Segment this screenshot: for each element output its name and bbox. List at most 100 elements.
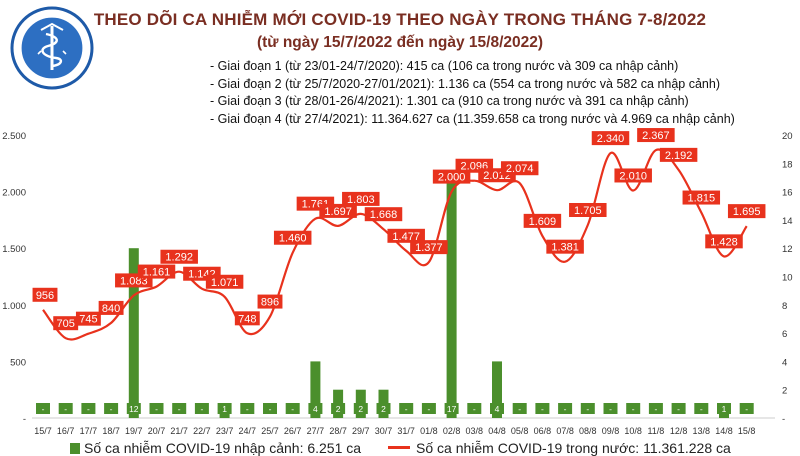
bar-value-badge [694, 403, 709, 414]
bar-value-label: 17 [447, 404, 457, 414]
line-value-badge [614, 168, 652, 183]
line-value-badge [523, 213, 562, 228]
line-value-label: 2.340 [597, 133, 625, 145]
x-axis-tick-label: 13/8 [693, 426, 711, 436]
x-axis-tick-label: 14/8 [715, 426, 733, 436]
bar-value-badge [126, 403, 141, 414]
x-axis-tick-label: 23/7 [216, 426, 234, 436]
x-axis-tick-label: 15/7 [34, 426, 52, 436]
bar-value-badge [217, 403, 232, 414]
bar-value-badge [149, 403, 164, 414]
line-value-label: 956 [36, 290, 54, 302]
line-value-label: 1.803 [347, 194, 375, 206]
bar-value-badge [58, 403, 73, 414]
line-value-label: 745 [79, 314, 97, 326]
line-value-label: 1.477 [392, 231, 420, 243]
bar-value-badge [194, 403, 209, 414]
bar-value-badge [285, 403, 300, 414]
line-value-label: 1.815 [688, 193, 716, 205]
left-axis-tick-label: 2.000 [2, 188, 26, 199]
bar-value-badge [172, 403, 187, 414]
right-axis-tick-label: 4 [782, 357, 787, 368]
line-value-badge [546, 239, 584, 254]
bar [492, 361, 502, 418]
x-axis-tick-label: 10/8 [624, 426, 642, 436]
bar-value-label: 2 [336, 404, 341, 414]
x-axis-tick-label: 06/8 [534, 426, 552, 436]
bar-value-label: - [269, 404, 272, 414]
bar-value-label: - [64, 404, 67, 414]
x-axis-tick-label: 29/7 [352, 426, 370, 436]
line-value-badge [53, 316, 79, 331]
legend-label-domestic: Số ca nhiễm COVID-19 trong nước: 11.361.… [416, 440, 731, 456]
bar-value-label: - [586, 404, 589, 414]
bar-value-badge [603, 403, 618, 414]
line-value-badge [342, 191, 380, 206]
legend-item-domestic: Số ca nhiễm COVID-19 trong nước: 11.361.… [388, 440, 731, 456]
period-notes: Giai đoạn 1 (từ 23/01-24/7/2020): 415 ca… [210, 58, 735, 128]
line-value-label: 1.071 [211, 277, 239, 289]
bar-value-label: 4 [495, 404, 500, 414]
line-value-badge [387, 228, 425, 243]
left-axis-tick-label: 1.500 [2, 244, 26, 255]
bar-value-label: - [564, 404, 567, 414]
x-axis-tick-label: 26/7 [284, 426, 302, 436]
line-value-label: 1.381 [551, 242, 579, 254]
bar-value-badge [490, 403, 504, 414]
line-value-badge [682, 190, 721, 205]
line-value-badge [257, 294, 283, 309]
x-axis-tick-label: 15/8 [738, 426, 756, 436]
right-axis-tick-label: 8 [782, 301, 787, 312]
bar-value-badge [648, 403, 663, 414]
x-axis-tick-label: 03/8 [466, 426, 484, 436]
bar-value-badge [36, 403, 50, 414]
bar-value-label: - [87, 404, 90, 414]
line-value-label: 2.074 [506, 163, 534, 175]
x-axis-tick-label: 18/7 [102, 426, 120, 436]
line-value-label: 705 [57, 318, 75, 330]
line-value-badge [705, 234, 743, 249]
bar-value-badge [240, 403, 255, 414]
x-axis-tick-label: 05/8 [511, 426, 529, 436]
line-value-label: 1.609 [529, 216, 557, 228]
x-axis-tick-label: 22/7 [193, 426, 211, 436]
bar [310, 361, 321, 418]
line-value-label: 2.000 [438, 172, 466, 184]
x-axis-tick-label: 02/8 [443, 426, 461, 436]
legend-label-imported: Số ca nhiễm COVID-19 nhập cảnh: 6.251 ca [84, 440, 362, 456]
bar-value-badge [399, 403, 414, 414]
chart-title: THEO DÕI CA NHIỄM MỚI COVID-19 THEO NGÀY… [93, 10, 707, 29]
x-axis-tick-label: 01/8 [420, 426, 438, 436]
bar-value-label: - [427, 404, 430, 414]
line-value-label: 748 [238, 313, 256, 325]
bar [128, 248, 139, 418]
x-axis-tick-label: 28/7 [329, 426, 347, 436]
bar-value-label: 4 [313, 404, 318, 414]
line-value-label: 1.161 [143, 267, 171, 279]
bar-value-badge [580, 403, 595, 414]
bar-value-label: 12 [129, 404, 139, 414]
line-value-badge [319, 203, 357, 218]
bar-value-badge [421, 403, 436, 414]
right-axis-tick-label: 12 [782, 244, 793, 255]
legend-item-imported: Số ca nhiễm COVID-19 nhập cảnh: 6.251 ca [70, 440, 361, 456]
bar-value-label: - [155, 404, 158, 414]
line-value-badge [432, 169, 471, 184]
line-value-badge [137, 264, 176, 279]
bar-value-badge [717, 403, 731, 414]
bar-value-badge [512, 403, 527, 414]
line-value-badge [637, 128, 675, 143]
bar-value-label: - [178, 404, 181, 414]
bar-value-label: - [246, 404, 249, 414]
x-axis-tick-label: 12/8 [670, 426, 688, 436]
x-axis-tick-label: 11/8 [647, 426, 664, 436]
bar-value-badge [376, 403, 391, 414]
bar-value-label: 2 [381, 404, 386, 414]
bar-value-badge [81, 403, 96, 414]
line-value-badge [500, 161, 539, 176]
bar-value-label: 2 [358, 404, 363, 414]
line-value-label: 1.377 [415, 242, 443, 254]
x-axis-tick-label: 16/7 [57, 426, 75, 436]
chart-subtitle: (từ ngày 15/7/2022 đến ngày 15/8/2022) [256, 34, 544, 51]
